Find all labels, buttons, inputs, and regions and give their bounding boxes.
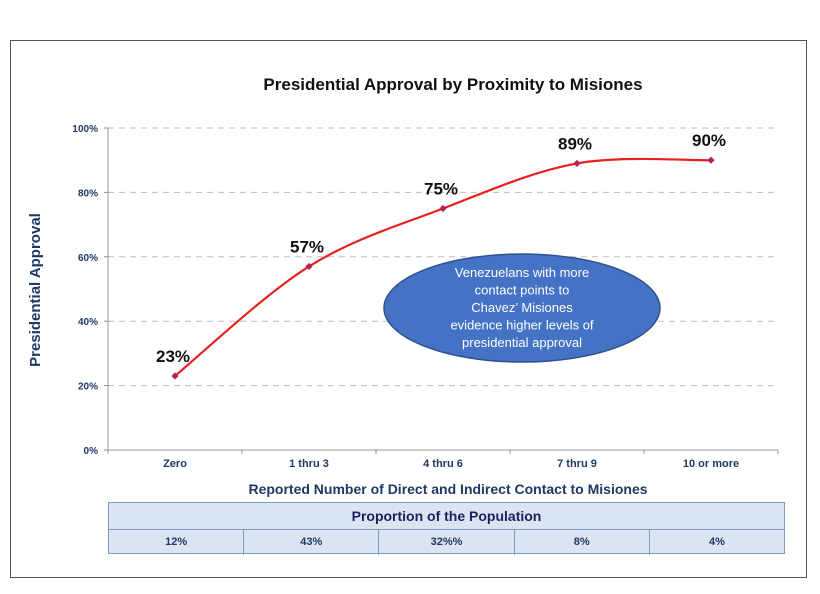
annotation-callout: Venezuelans with more contact points to Ch…: [383, 253, 661, 363]
data-label: 90%: [692, 131, 726, 150]
y-tick-label: 40%: [78, 317, 98, 328]
data-label: 23%: [156, 347, 190, 366]
callout-line: contact points to: [475, 283, 570, 298]
callout-line: evidence higher levels of: [450, 318, 593, 333]
axis-layer: [104, 127, 779, 454]
population-table-row: 12% 43% 32%% 8% 4%: [109, 530, 784, 555]
callout-ellipse: [383, 253, 661, 363]
x-tick-label: Zero: [163, 458, 187, 470]
chart-title: Presidential Approval by Proximity to Mi…: [263, 75, 642, 94]
population-table-header: Proportion of the Population: [109, 503, 784, 530]
data-point-marker: [171, 372, 179, 380]
x-tick-label: 1 thru 3: [289, 458, 329, 470]
data-label: 75%: [424, 180, 458, 199]
x-tick-label: 4 thru 6: [423, 458, 463, 470]
data-label: 89%: [558, 134, 592, 153]
population-cell: 8%: [515, 530, 650, 555]
callout-line: presidential approval: [462, 335, 582, 350]
y-tick-labels: 0% 20% 40% 60% 80% 100%: [72, 124, 98, 457]
population-table: Proportion of the Population 12% 43% 32%…: [108, 502, 785, 555]
data-label: 57%: [290, 237, 324, 256]
x-tick-label: 7 thru 9: [557, 458, 597, 470]
population-cell: 4%: [708, 536, 725, 548]
population-cell: 32%%: [379, 530, 515, 555]
data-point-marker: [439, 204, 447, 213]
population-cell: 43%: [244, 530, 380, 555]
population-cell: 12%: [109, 530, 245, 555]
callout-text: Venezuelans with more contact points to Ch…: [450, 265, 593, 350]
y-tick-label: 0%: [84, 446, 99, 457]
data-point-marker: [305, 262, 313, 271]
y-tick-label: 80%: [78, 188, 98, 199]
y-tick-label: 100%: [72, 124, 98, 135]
data-labels: 23% 57% 75% 89% 90%: [156, 131, 726, 366]
x-axis-label: Reported Number of Direct and Indirect C…: [248, 481, 647, 497]
approval-line: [174, 157, 712, 377]
data-point-marker: [573, 159, 581, 168]
callout-line: Chavez’ Misiones: [471, 300, 573, 315]
data-markers: [171, 156, 715, 380]
x-tick-labels: Zero 1 thru 3 4 thru 6 7 thru 9 10 or more: [163, 458, 739, 470]
y-tick-label: 60%: [78, 253, 98, 264]
y-tick-label: 20%: [78, 382, 98, 393]
y-axis-label: Presidential Approval: [27, 213, 44, 367]
x-tick-label: 10 or more: [683, 458, 739, 470]
data-point-marker: [707, 156, 715, 164]
callout-line: Venezuelans with more: [455, 265, 589, 280]
